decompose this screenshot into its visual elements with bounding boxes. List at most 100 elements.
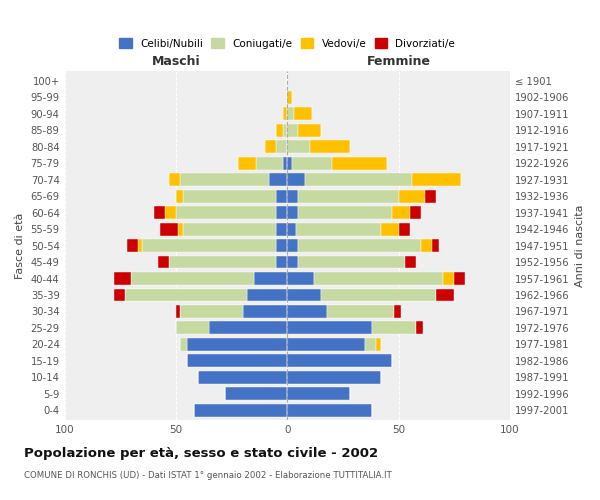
Bar: [276, 124, 283, 136]
Bar: [176, 322, 209, 334]
Bar: [131, 272, 254, 285]
Bar: [298, 124, 320, 136]
Bar: [287, 157, 292, 170]
Y-axis label: Fasce di età: Fasce di età: [15, 212, 25, 279]
Bar: [392, 206, 410, 219]
Bar: [287, 190, 298, 202]
Bar: [298, 256, 405, 268]
Bar: [287, 338, 365, 351]
Bar: [287, 206, 298, 219]
Bar: [181, 174, 269, 186]
Bar: [165, 206, 176, 219]
Bar: [305, 174, 412, 186]
Bar: [158, 256, 169, 268]
Text: Popolazione per età, sesso e stato civile - 2002: Popolazione per età, sesso e stato civil…: [24, 448, 378, 460]
Bar: [276, 222, 287, 235]
Bar: [381, 222, 398, 235]
Bar: [287, 174, 305, 186]
Bar: [269, 174, 287, 186]
Bar: [254, 272, 287, 285]
Bar: [410, 206, 421, 219]
Bar: [265, 140, 276, 153]
Bar: [283, 108, 287, 120]
Bar: [194, 404, 287, 416]
Bar: [247, 288, 287, 302]
Bar: [209, 322, 287, 334]
Bar: [181, 305, 243, 318]
Text: COMUNE DI RONCHIS (UD) - Dati ISTAT 1° gennaio 2002 - Elaborazione TUTTITALIA.IT: COMUNE DI RONCHIS (UD) - Dati ISTAT 1° g…: [24, 470, 392, 480]
Bar: [225, 388, 287, 400]
Text: Femmine: Femmine: [367, 54, 431, 68]
Bar: [328, 305, 394, 318]
Bar: [113, 272, 131, 285]
Bar: [287, 354, 392, 368]
Bar: [256, 157, 283, 170]
Bar: [138, 239, 142, 252]
Bar: [436, 288, 454, 302]
Bar: [276, 190, 287, 202]
Bar: [169, 256, 276, 268]
Bar: [394, 305, 401, 318]
Bar: [287, 108, 294, 120]
Bar: [412, 174, 461, 186]
Bar: [187, 338, 287, 351]
Bar: [332, 157, 388, 170]
Bar: [187, 354, 287, 368]
Bar: [287, 256, 298, 268]
Bar: [287, 272, 314, 285]
Bar: [287, 239, 298, 252]
Bar: [287, 388, 350, 400]
Bar: [432, 239, 439, 252]
Bar: [287, 322, 372, 334]
Bar: [276, 239, 287, 252]
Bar: [287, 371, 381, 384]
Bar: [454, 272, 466, 285]
Bar: [176, 206, 276, 219]
Bar: [292, 157, 332, 170]
Bar: [283, 157, 287, 170]
Bar: [376, 338, 381, 351]
Bar: [182, 222, 276, 235]
Bar: [276, 256, 287, 268]
Bar: [154, 206, 165, 219]
Bar: [287, 222, 296, 235]
Bar: [416, 322, 423, 334]
Legend: Celibi/Nubili, Coniugati/e, Vedovi/e, Divorziati/e: Celibi/Nubili, Coniugati/e, Vedovi/e, Di…: [115, 34, 459, 53]
Bar: [287, 140, 310, 153]
Bar: [398, 222, 410, 235]
Bar: [443, 272, 454, 285]
Bar: [314, 272, 443, 285]
Bar: [425, 190, 436, 202]
Bar: [298, 190, 398, 202]
Bar: [294, 108, 312, 120]
Bar: [142, 239, 276, 252]
Bar: [127, 239, 138, 252]
Bar: [296, 222, 381, 235]
Bar: [287, 288, 320, 302]
Bar: [320, 288, 436, 302]
Bar: [198, 371, 287, 384]
Bar: [169, 174, 181, 186]
Bar: [310, 140, 350, 153]
Bar: [243, 305, 287, 318]
Bar: [372, 322, 416, 334]
Bar: [160, 222, 178, 235]
Bar: [287, 305, 328, 318]
Y-axis label: Anni di nascita: Anni di nascita: [575, 204, 585, 287]
Bar: [276, 140, 287, 153]
Bar: [283, 124, 287, 136]
Bar: [276, 206, 287, 219]
Bar: [238, 157, 256, 170]
Bar: [398, 190, 425, 202]
Bar: [182, 190, 276, 202]
Bar: [178, 222, 182, 235]
Bar: [176, 305, 181, 318]
Bar: [176, 190, 182, 202]
Bar: [365, 338, 376, 351]
Bar: [125, 288, 247, 302]
Bar: [421, 239, 432, 252]
Bar: [287, 91, 292, 104]
Bar: [113, 288, 125, 302]
Text: Maschi: Maschi: [152, 54, 200, 68]
Bar: [287, 404, 372, 416]
